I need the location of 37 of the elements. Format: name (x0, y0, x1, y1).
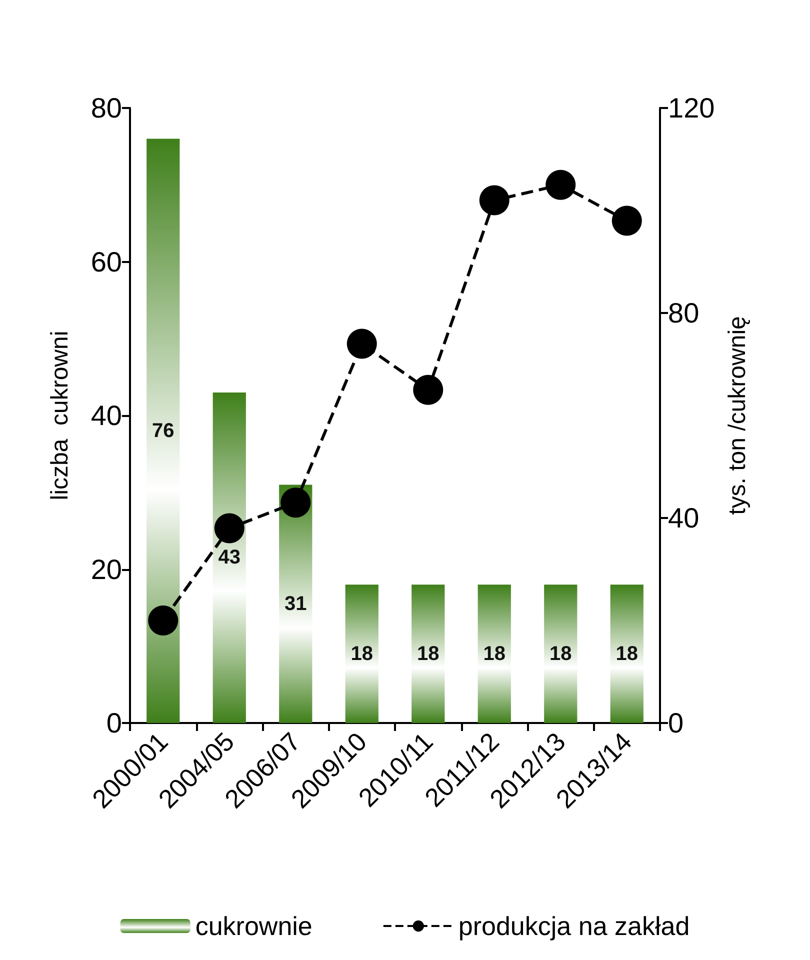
point (612, 206, 642, 236)
data-label: 43 (218, 546, 240, 569)
data-label: 18 (483, 642, 506, 665)
bar (345, 584, 378, 723)
y-tick-label: 0 (106, 708, 122, 738)
data-label: 18 (350, 642, 373, 665)
y2-tick-label: 80 (668, 298, 700, 328)
point (148, 606, 178, 636)
y-tick-label: 60 (90, 246, 122, 278)
y2-tick-label: 0 (668, 708, 684, 738)
data-label: 76 (152, 420, 174, 442)
y2-tick-label: 40 (668, 502, 700, 534)
y2-axis-title: tys. ton /cukrownię (724, 316, 752, 515)
bar (146, 138, 180, 723)
y-tick-label: 40 (90, 400, 122, 431)
y-axis-title: liczba cukrowni (46, 330, 74, 500)
legend-label: produkcja na zakład (458, 911, 690, 941)
bar (412, 584, 445, 723)
y-tick-label: 20 (90, 554, 122, 585)
data-label: 18 (417, 642, 440, 665)
point (280, 488, 311, 518)
bar (544, 584, 578, 723)
data-label: 18 (616, 642, 638, 665)
bar (279, 484, 312, 723)
point (413, 374, 444, 405)
point (479, 185, 510, 216)
bar (478, 584, 511, 723)
y2-tick-label: 120 (668, 92, 715, 124)
point (214, 513, 244, 544)
bar (212, 392, 246, 723)
point (546, 170, 576, 200)
data-label: 18 (550, 642, 572, 665)
data-label: 31 (284, 592, 307, 615)
y-tick-label: 80 (90, 92, 122, 124)
legend-label: cukrownie (195, 911, 312, 941)
point (346, 328, 377, 359)
bar (610, 584, 644, 723)
